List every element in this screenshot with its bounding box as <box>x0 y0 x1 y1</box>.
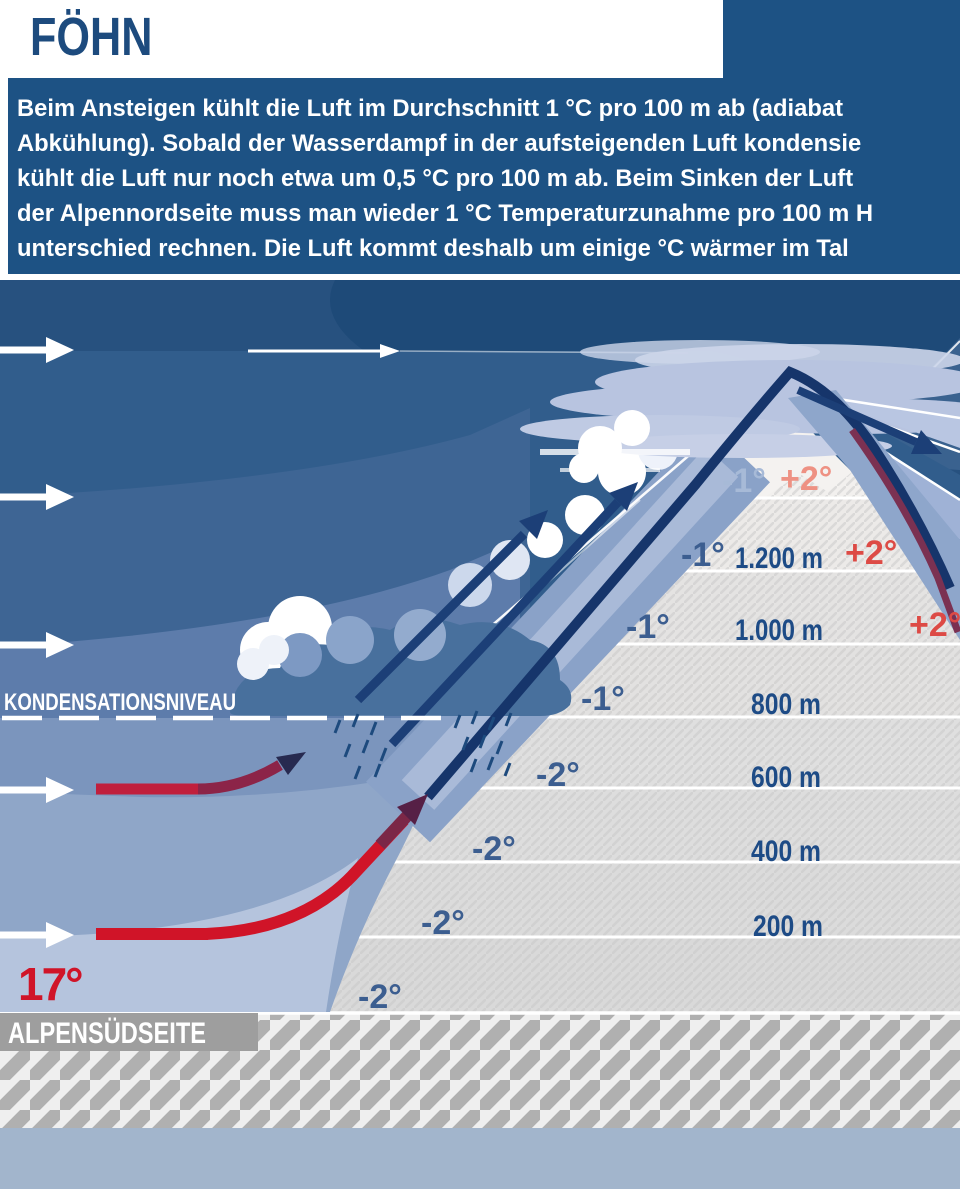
wind-arrow <box>0 632 74 658</box>
altitude-label: 400 m <box>751 835 821 868</box>
wind-arrow <box>0 777 74 803</box>
wind-arrow <box>0 337 74 363</box>
ascent-temp-label: -2° <box>421 904 465 942</box>
wind-arrow <box>0 922 74 948</box>
ascending-arrow <box>354 510 548 704</box>
wind-arrow <box>0 484 74 510</box>
intro-line: unterschied rechnen. Die Luft kommt desh… <box>17 235 849 262</box>
intro-line: der Alpennordseite muss man wieder 1 °C … <box>17 200 874 227</box>
header: FÖHN <box>0 0 960 78</box>
valley-temperature-label: 17° <box>18 958 82 1010</box>
ascent-temp-label: -2° <box>358 978 402 1016</box>
foehn-diagram: ALPENSÜDSEITE KONDENSATIONSNIVEAU 17° -1… <box>0 280 960 1189</box>
page-title: FÖHN <box>30 7 153 67</box>
intro-paragraph: Beim Ansteigen kühlt die Luft im Durchsc… <box>8 78 960 274</box>
ascent-temp-label: -1° <box>626 608 670 646</box>
intro-line: Beim Ansteigen kühlt die Luft im Durchsc… <box>17 95 844 122</box>
altitude-label: 600 m <box>751 761 821 794</box>
ascent-temp-label: -1° <box>722 462 766 500</box>
descent-temp-label: +2° <box>780 460 832 498</box>
warm-descent-line <box>849 427 960 634</box>
upper-wind-arrow <box>248 344 400 358</box>
south-side-band <box>0 1013 258 1051</box>
header-corner-fill <box>723 0 960 78</box>
ascent-temp-label: -2° <box>472 830 516 868</box>
ascent-temp-label: -2° <box>536 756 580 794</box>
south-side-label: ALPENSÜDSEITE <box>8 1017 206 1050</box>
altitude-label: 800 m <box>751 688 821 721</box>
warm-air-arrow-lower <box>96 794 428 940</box>
descent-temp-label: +2° <box>845 534 897 572</box>
rain-dashes <box>333 710 513 780</box>
warm-air-arrow-upper <box>96 752 306 795</box>
over-summit-flow-line <box>424 366 955 801</box>
intro-line: kühlt die Luft nur noch etwa um 0,5 °C p… <box>17 165 854 192</box>
altitude-label: 1.200 m <box>735 542 823 575</box>
footer-band <box>0 1128 960 1189</box>
descending-arrow <box>796 386 942 454</box>
ascending-arrow <box>388 482 638 748</box>
condensation-label: KONDENSATIONSNIVEAU <box>4 689 236 716</box>
altitude-label: 1.000 m <box>735 614 823 647</box>
altitude-label: 200 m <box>753 910 823 943</box>
separator <box>0 274 960 280</box>
intro-line: Abkühlung). Sobald der Wasserdampf in de… <box>17 130 862 157</box>
ascent-temp-label: -1° <box>581 680 625 718</box>
descent-temp-label: +2° <box>909 606 960 644</box>
ascent-temp-label: -1° <box>681 536 725 574</box>
